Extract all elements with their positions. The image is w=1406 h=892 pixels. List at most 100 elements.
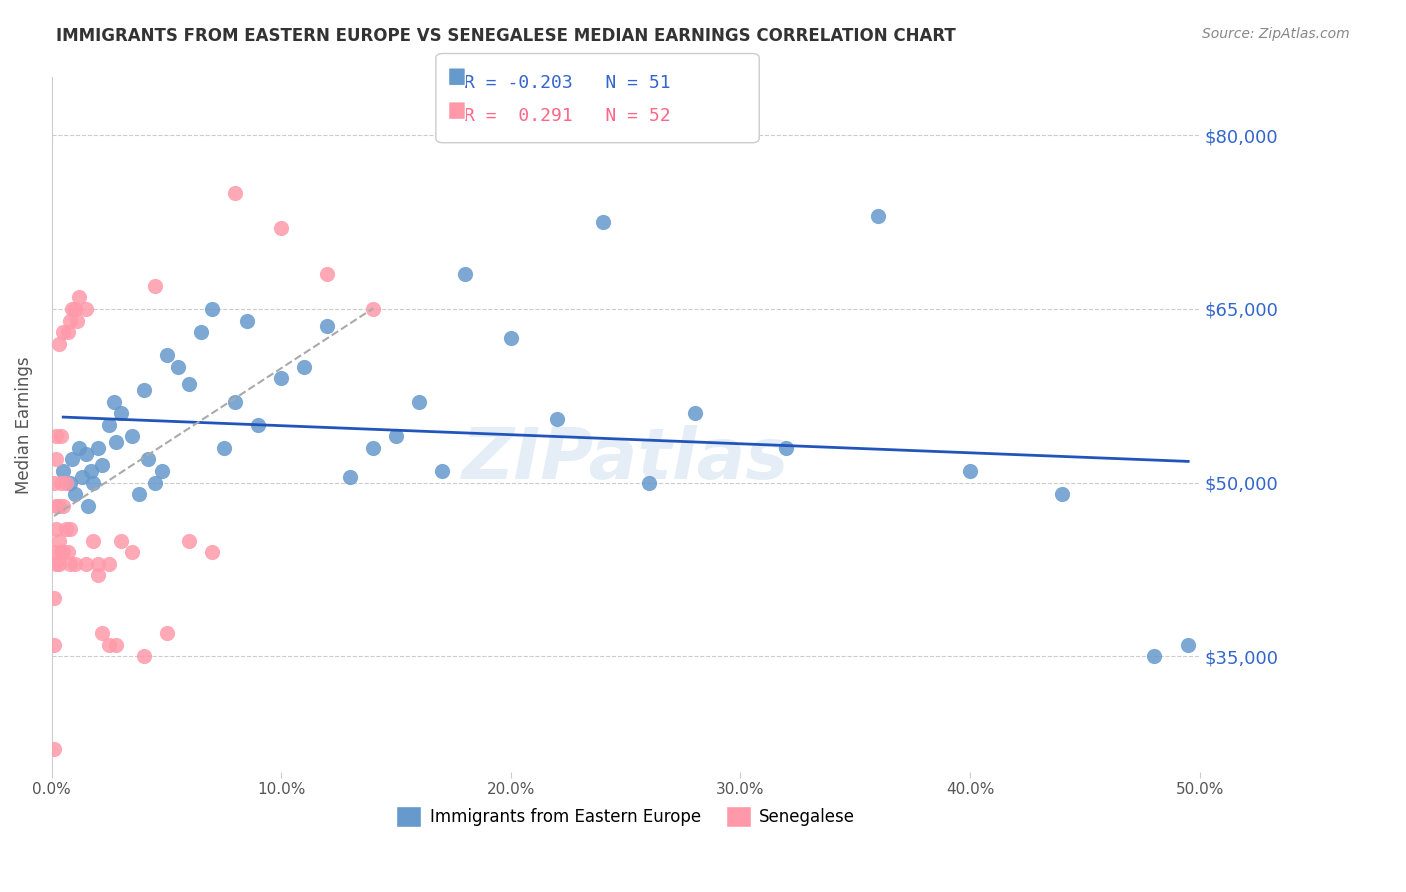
Point xyxy=(48,557,70,571)
Point xyxy=(212,441,235,455)
Point xyxy=(179,377,201,392)
Point xyxy=(155,348,177,362)
Point xyxy=(143,475,166,490)
Point xyxy=(454,267,477,281)
Point xyxy=(105,435,128,450)
Point xyxy=(48,499,70,513)
Point xyxy=(143,278,166,293)
Point xyxy=(637,475,659,490)
Point xyxy=(224,186,246,201)
Point xyxy=(48,336,70,351)
Point xyxy=(91,458,114,473)
Point xyxy=(236,313,259,327)
Point xyxy=(132,649,155,664)
Point xyxy=(45,557,67,571)
Point xyxy=(62,452,84,467)
Point xyxy=(63,301,86,316)
Point xyxy=(150,464,173,478)
Point xyxy=(77,499,100,513)
Point xyxy=(98,638,121,652)
Point xyxy=(361,301,384,316)
Point xyxy=(55,475,77,490)
Point xyxy=(49,429,72,443)
Point xyxy=(62,301,84,316)
Text: R =  0.291   N = 52: R = 0.291 N = 52 xyxy=(464,107,671,125)
Point xyxy=(52,325,75,339)
Point xyxy=(683,406,706,420)
Point xyxy=(45,522,67,536)
Point xyxy=(385,429,408,443)
Point xyxy=(316,267,339,281)
Text: ZIPatlas: ZIPatlas xyxy=(463,425,789,494)
Point xyxy=(67,441,90,455)
Point xyxy=(1050,487,1073,501)
Point xyxy=(546,412,568,426)
Point xyxy=(59,313,82,327)
Text: R = -0.203   N = 51: R = -0.203 N = 51 xyxy=(464,74,671,92)
Point xyxy=(430,464,453,478)
Point xyxy=(82,475,104,490)
Point xyxy=(42,545,65,559)
Point xyxy=(110,406,132,420)
Point xyxy=(56,545,79,559)
Point xyxy=(86,441,108,455)
Point xyxy=(82,533,104,548)
Point xyxy=(45,429,67,443)
Point xyxy=(59,475,82,490)
Text: Source: ZipAtlas.com: Source: ZipAtlas.com xyxy=(1202,27,1350,41)
Point xyxy=(959,464,981,478)
Point xyxy=(86,557,108,571)
Point xyxy=(75,301,97,316)
Point xyxy=(179,533,201,548)
Point xyxy=(105,638,128,652)
Point xyxy=(59,557,82,571)
Point xyxy=(45,452,67,467)
Point xyxy=(49,475,72,490)
Point xyxy=(48,533,70,548)
Point xyxy=(775,441,797,455)
Point xyxy=(270,221,292,235)
Y-axis label: Median Earnings: Median Earnings xyxy=(15,356,32,493)
Point xyxy=(136,452,159,467)
Point xyxy=(103,394,125,409)
Point xyxy=(499,331,522,345)
Point xyxy=(75,447,97,461)
Point xyxy=(80,464,103,478)
Point xyxy=(1143,649,1166,664)
Point xyxy=(42,638,65,652)
Point xyxy=(52,499,75,513)
Point xyxy=(361,441,384,455)
Text: IMMIGRANTS FROM EASTERN EUROPE VS SENEGALESE MEDIAN EARNINGS CORRELATION CHART: IMMIGRANTS FROM EASTERN EUROPE VS SENEGA… xyxy=(56,27,956,45)
Point xyxy=(247,417,270,432)
Point xyxy=(42,742,65,756)
Point xyxy=(98,557,121,571)
Point xyxy=(868,210,890,224)
Point xyxy=(67,290,90,304)
Point xyxy=(110,533,132,548)
Point xyxy=(45,499,67,513)
Point xyxy=(52,464,75,478)
Point xyxy=(121,429,143,443)
Point xyxy=(91,626,114,640)
Point xyxy=(52,545,75,559)
Point xyxy=(316,319,339,334)
Legend: Immigrants from Eastern Europe, Senegalese: Immigrants from Eastern Europe, Senegale… xyxy=(389,799,862,833)
Point xyxy=(167,359,190,374)
Point xyxy=(408,394,430,409)
Point xyxy=(201,301,224,316)
Point xyxy=(121,545,143,559)
Point xyxy=(155,626,177,640)
Point xyxy=(63,487,86,501)
Point xyxy=(86,568,108,582)
Point xyxy=(339,470,361,484)
Point xyxy=(66,313,89,327)
Point xyxy=(1177,638,1199,652)
Point xyxy=(592,215,614,229)
Point xyxy=(128,487,150,501)
Point xyxy=(270,371,292,385)
Point xyxy=(42,591,65,606)
Point xyxy=(55,522,77,536)
Point xyxy=(75,557,97,571)
Point xyxy=(201,545,224,559)
Point xyxy=(292,359,315,374)
